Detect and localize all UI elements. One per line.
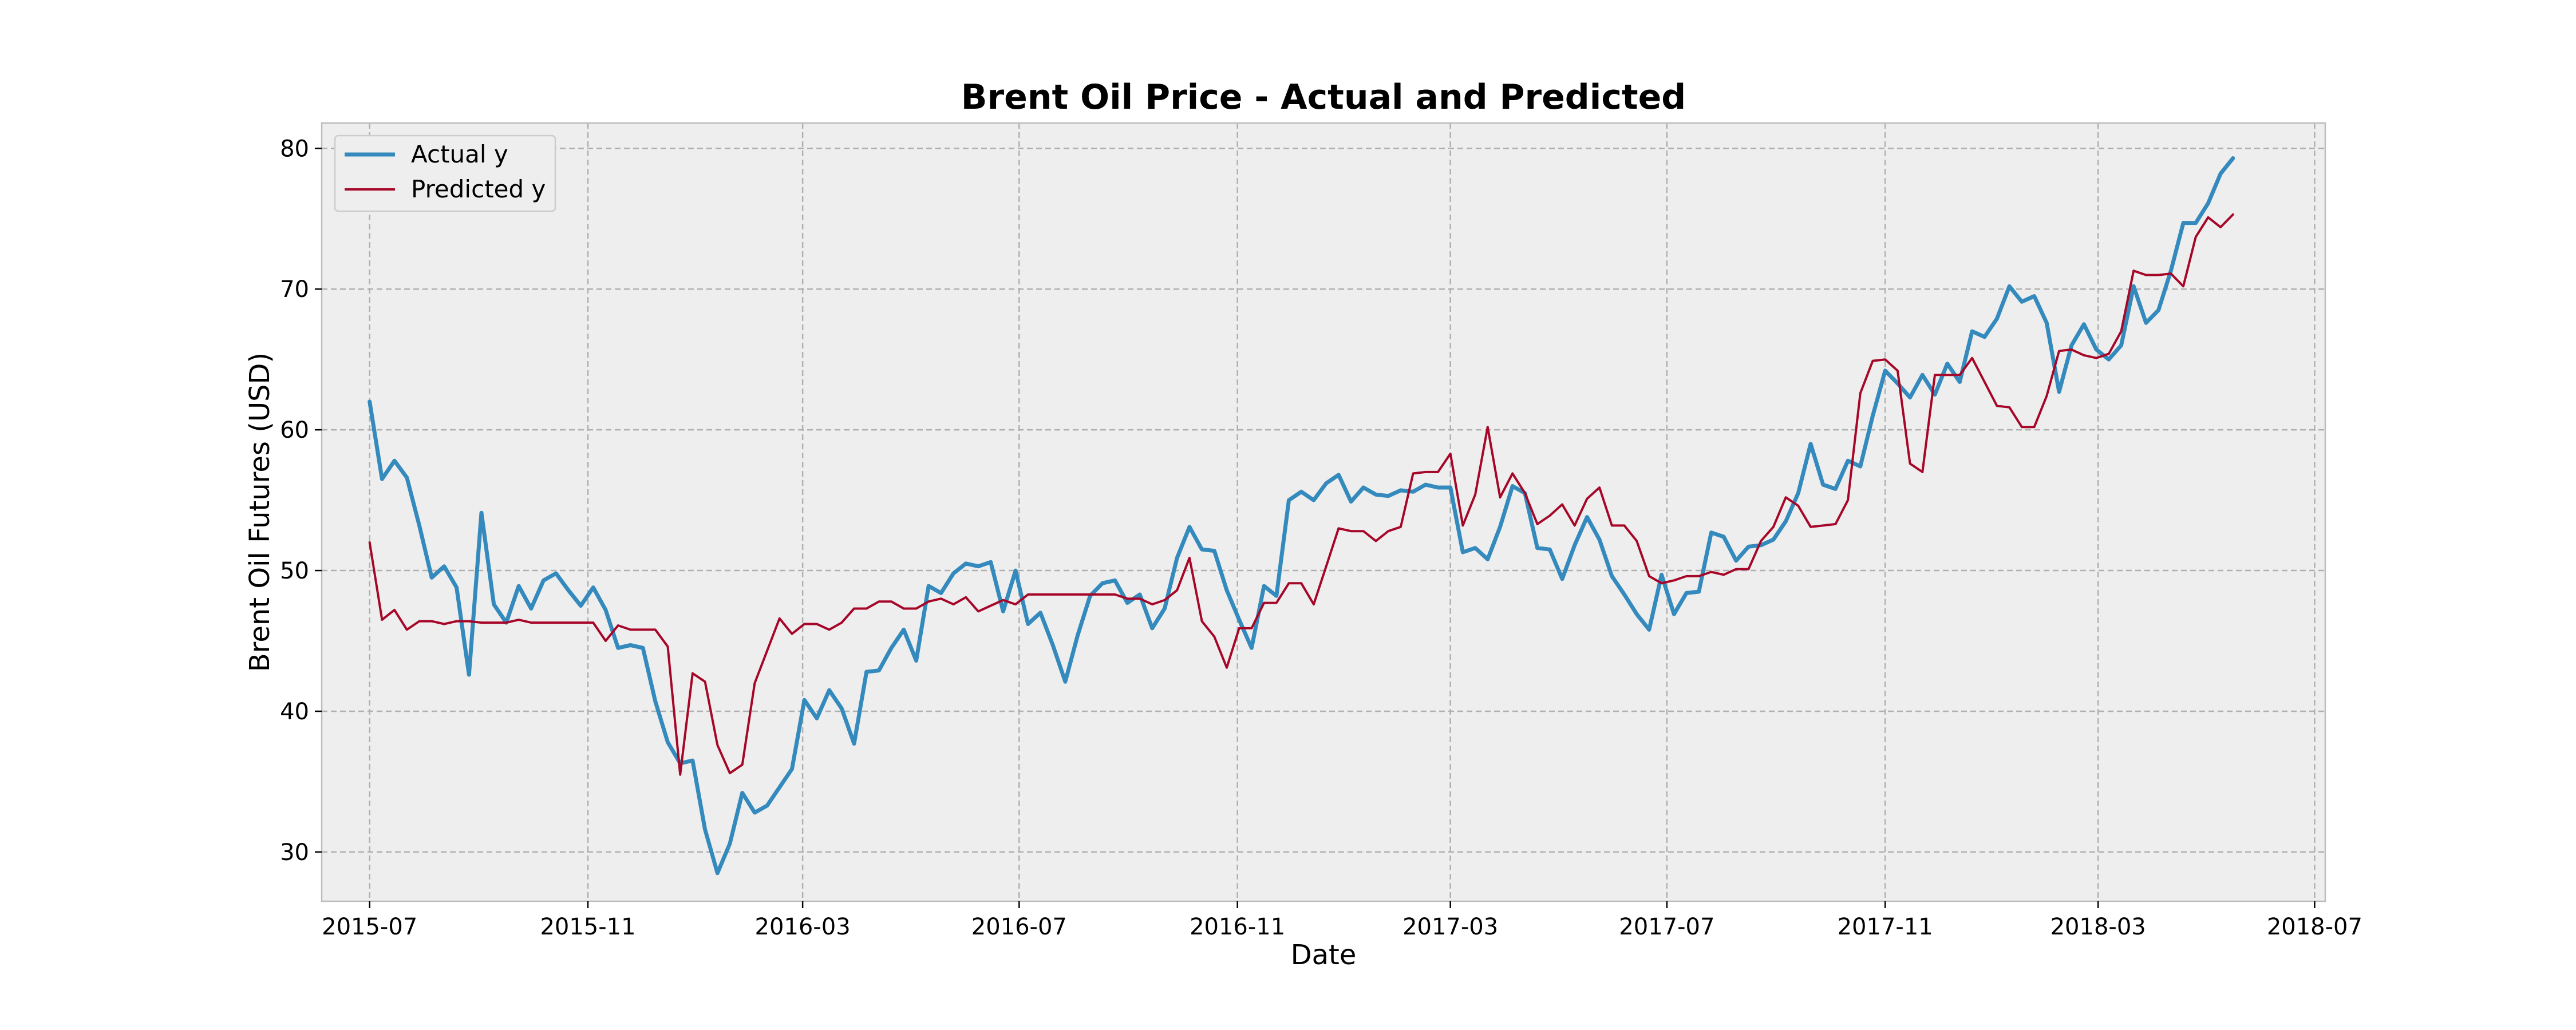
x-tick-label: 2016-07 xyxy=(971,914,1067,940)
y-tick-label: 80 xyxy=(280,136,309,162)
y-tick-label: 50 xyxy=(280,558,309,584)
y-tick-label: 70 xyxy=(280,276,309,303)
x-tick-label: 2016-03 xyxy=(755,914,851,940)
x-tick-label: 2015-07 xyxy=(322,914,417,940)
legend-label-actual: Actual y xyxy=(411,140,508,168)
legend-label-predicted: Predicted y xyxy=(411,175,546,203)
y-tick-label: 30 xyxy=(280,839,309,866)
x-tick-label: 2018-07 xyxy=(2267,914,2362,940)
x-axis-label: Date xyxy=(1291,939,1357,971)
x-axis-ticks: 2015-07 2015-11 2016-03 2016-07 2016-11 2017-… xyxy=(322,901,2362,940)
legend: Actual y Predicted y xyxy=(334,134,556,212)
x-tick-label: 2017-11 xyxy=(1838,914,1933,940)
x-tick-label: 2016-11 xyxy=(1190,914,1285,940)
y-axis-label: Brent Oil Futures (USD) xyxy=(244,352,276,672)
x-tick-label: 2018-03 xyxy=(2050,914,2146,940)
series-layer xyxy=(368,156,2235,876)
y-tick-label: 40 xyxy=(280,699,309,725)
x-tick-label: 2017-07 xyxy=(1619,914,1714,940)
plot-background xyxy=(322,123,2325,901)
plot-frame xyxy=(321,122,2326,902)
series-line-predicted xyxy=(368,213,2234,776)
x-tick-label: 2017-03 xyxy=(1402,914,1498,940)
x-tick-label: 2015-11 xyxy=(540,914,635,940)
y-axis-ticks: 30 40 50 60 70 80 xyxy=(280,136,322,866)
grid xyxy=(322,123,2325,901)
y-tick-label: 60 xyxy=(280,417,309,443)
chart-title: Brent Oil Price - Actual and Predicted xyxy=(961,77,1686,117)
